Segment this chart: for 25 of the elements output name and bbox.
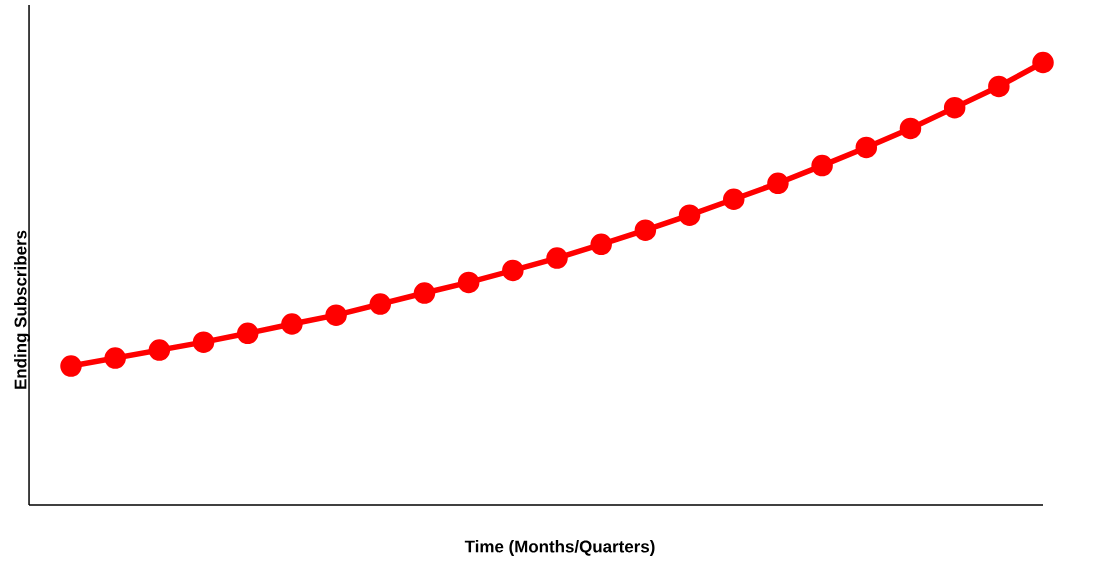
point — [325, 304, 347, 326]
y-axis-title: Ending Subscribers — [14, 230, 30, 389]
point — [457, 271, 480, 294]
point — [148, 339, 171, 361]
point — [943, 96, 966, 119]
point — [767, 172, 789, 195]
point — [192, 331, 215, 353]
point — [502, 259, 524, 282]
point — [678, 204, 701, 226]
point — [281, 313, 303, 335]
point — [546, 247, 568, 269]
point — [413, 282, 436, 304]
point — [723, 188, 745, 210]
point — [634, 219, 657, 241]
point — [369, 293, 392, 315]
point — [236, 322, 259, 345]
point — [590, 233, 612, 256]
point — [811, 154, 833, 177]
point — [1032, 51, 1054, 74]
point — [988, 75, 1010, 98]
point — [855, 136, 878, 159]
point — [899, 117, 922, 140]
x-axis-title: Time (Months/Quarters) — [464, 540, 655, 556]
point — [104, 347, 126, 369]
point — [60, 355, 82, 377]
